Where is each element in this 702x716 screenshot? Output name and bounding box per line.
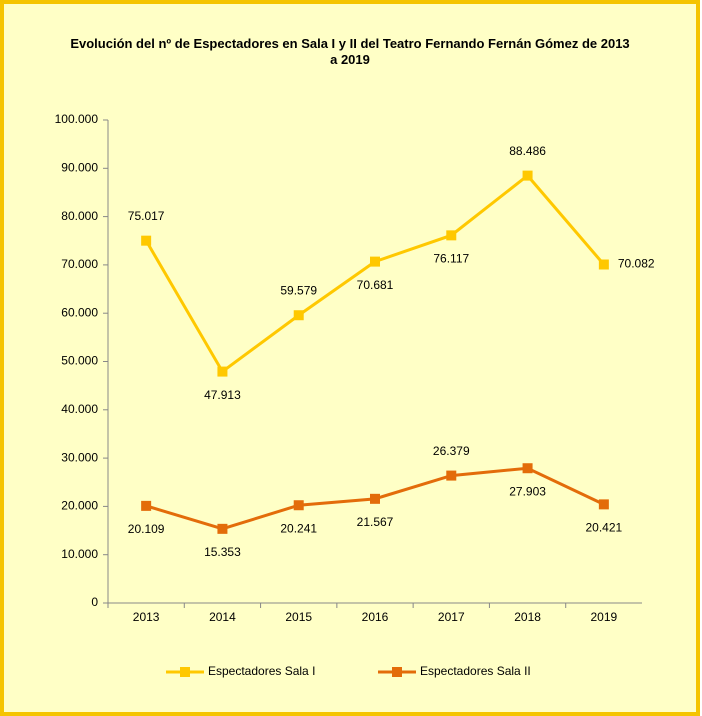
y-tick-label: 100.000 xyxy=(55,112,99,126)
marker xyxy=(293,500,304,511)
marker xyxy=(446,470,457,481)
data-label: 20.421 xyxy=(586,521,623,535)
x-tick-label: 2013 xyxy=(133,610,160,624)
y-tick-label: 40.000 xyxy=(61,402,98,416)
data-label: 76.117 xyxy=(433,252,469,266)
marker xyxy=(522,463,533,474)
data-label: 59.579 xyxy=(280,283,317,297)
y-tick-label: 50.000 xyxy=(61,354,98,368)
marker xyxy=(293,310,304,321)
marker xyxy=(598,259,609,270)
legend-marker xyxy=(392,667,402,677)
marker xyxy=(446,230,457,241)
marker xyxy=(598,499,609,510)
data-label: 21.567 xyxy=(357,515,394,529)
y-tick-label: 60.000 xyxy=(61,305,98,319)
y-tick-label: 90.000 xyxy=(61,160,98,174)
legend-label: Espectadores Sala II xyxy=(420,664,531,678)
x-tick-label: 2014 xyxy=(209,610,236,624)
data-label: 70.681 xyxy=(357,278,394,292)
marker xyxy=(217,523,228,534)
y-tick-label: 20.000 xyxy=(61,499,98,513)
data-label: 27.903 xyxy=(509,484,546,498)
data-label: 70.082 xyxy=(618,257,655,271)
chart-title: Evolución del nº de Espectadores en Sala… xyxy=(70,36,630,67)
legend-label: Espectadores Sala I xyxy=(208,664,315,678)
x-tick-label: 2019 xyxy=(591,610,618,624)
data-label: 15.353 xyxy=(204,545,241,559)
data-label: 26.379 xyxy=(433,444,470,458)
x-tick-label: 2017 xyxy=(438,610,465,624)
data-label: 75.017 xyxy=(128,209,165,223)
data-label: 47.913 xyxy=(204,388,241,402)
marker xyxy=(370,493,380,504)
x-tick-label: 2018 xyxy=(514,610,541,624)
marker xyxy=(217,366,228,377)
y-tick-label: 30.000 xyxy=(61,450,98,464)
x-tick-label: 2015 xyxy=(285,610,312,624)
marker xyxy=(141,235,152,246)
marker xyxy=(141,500,152,511)
marker xyxy=(370,256,380,267)
x-tick-label: 2016 xyxy=(362,610,389,624)
y-tick-label: 80.000 xyxy=(61,209,98,223)
y-tick-label: 0 xyxy=(91,595,98,609)
marker xyxy=(522,170,533,181)
y-tick-label: 70.000 xyxy=(61,257,98,271)
data-label: 88.486 xyxy=(509,144,546,158)
legend-marker xyxy=(180,667,190,677)
data-label: 20.109 xyxy=(128,522,165,536)
data-label: 20.241 xyxy=(280,521,317,535)
y-tick-label: 10.000 xyxy=(61,547,98,561)
